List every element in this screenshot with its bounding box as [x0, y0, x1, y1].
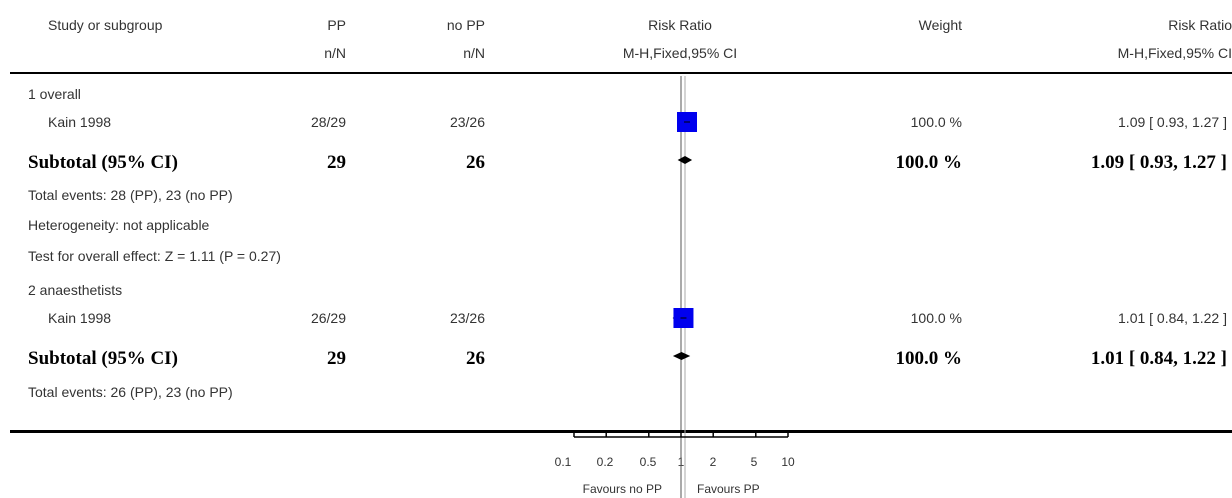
study-pp: 28/29: [310, 114, 346, 130]
study-nopp: 23/26: [449, 114, 485, 130]
header-effect: Risk Ratio: [1168, 17, 1232, 33]
bottom-rule: [10, 430, 1232, 433]
tick-label: 2: [709, 455, 717, 469]
subtotal-label: Subtotal (95% CI): [28, 348, 178, 369]
header-study: Study or subgroup: [48, 17, 163, 33]
note-heterogeneity: Heterogeneity: not applicable: [28, 217, 210, 233]
favours-left-label: Favours no PP: [582, 482, 662, 496]
study-weight: 100.0 %: [910, 114, 962, 130]
note-total-events: Total events: 28 (PP), 23 (no PP): [28, 187, 233, 203]
subtotal-ci: 1.01 [ 0.84, 1.22 ]: [1090, 348, 1227, 369]
tick-label: 0.5: [639, 455, 657, 469]
header-pp-sub: n/N: [324, 45, 346, 61]
subtotal-diamond: [677, 156, 693, 164]
tick-label: 10: [781, 455, 795, 469]
note-total-events: Total events: 26 (PP), 23 (no PP): [28, 384, 233, 400]
header-nopp-sub: n/N: [463, 45, 485, 61]
header-plot: Risk Ratio: [648, 17, 712, 33]
subtotal-label: Subtotal (95% CI): [28, 152, 178, 173]
favours-right-label: Favours PP: [697, 482, 760, 496]
plot-layer: [573, 76, 789, 498]
subtotal-pp: 29: [327, 348, 346, 369]
subtotal-pp: 29: [327, 152, 346, 173]
header-effect-sub: M-H,Fixed,95% CI: [1117, 45, 1232, 61]
note-overall-effect: Test for overall effect: Z = 1.11 (P = 0…: [28, 248, 281, 264]
subgroup-title: 1 overall: [28, 86, 81, 102]
study-pp: 26/29: [310, 310, 346, 326]
study-ci: 1.01 [ 0.84, 1.22 ]: [1118, 310, 1227, 326]
subtotal-nopp: 26: [466, 348, 485, 369]
subtotal-weight: 100.0 %: [895, 348, 963, 369]
subtotal-ci: 1.09 [ 0.93, 1.27 ]: [1090, 152, 1227, 173]
subtotal-nopp: 26: [466, 152, 485, 173]
tick-label: 0.2: [596, 455, 614, 469]
subtotal-diamond: [672, 352, 691, 360]
header-rule: [10, 72, 1232, 74]
header-pp: PP: [327, 17, 346, 33]
header-weight: Weight: [918, 17, 962, 33]
study-name: Kain 1998: [48, 114, 112, 130]
study-weight: 100.0 %: [910, 310, 962, 326]
subtotal-weight: 100.0 %: [895, 152, 963, 173]
study-nopp: 23/26: [449, 310, 485, 326]
tick-label: 0.1: [554, 455, 572, 469]
header-nopp: no PP: [446, 17, 485, 33]
subgroup-title: 2 anaesthetists: [28, 282, 123, 298]
study-ci: 1.09 [ 0.93, 1.27 ]: [1118, 114, 1227, 130]
tick-label: 5: [750, 455, 758, 469]
header-plot-sub: M-H,Fixed,95% CI: [622, 45, 738, 61]
study-name: Kain 1998: [48, 310, 112, 326]
